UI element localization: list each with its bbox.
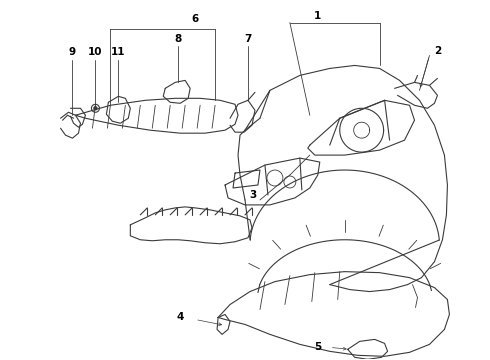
Text: 8: 8 [174, 33, 182, 44]
Circle shape [94, 107, 97, 110]
Text: 5: 5 [314, 342, 321, 352]
Text: 11: 11 [111, 48, 125, 58]
Text: 2: 2 [434, 45, 441, 55]
Text: 3: 3 [249, 190, 257, 200]
Text: 4: 4 [176, 312, 184, 323]
Text: 6: 6 [192, 14, 199, 24]
Text: 7: 7 [245, 33, 252, 44]
Text: 10: 10 [88, 48, 103, 58]
Text: 9: 9 [69, 48, 76, 58]
Text: 1: 1 [314, 11, 321, 21]
